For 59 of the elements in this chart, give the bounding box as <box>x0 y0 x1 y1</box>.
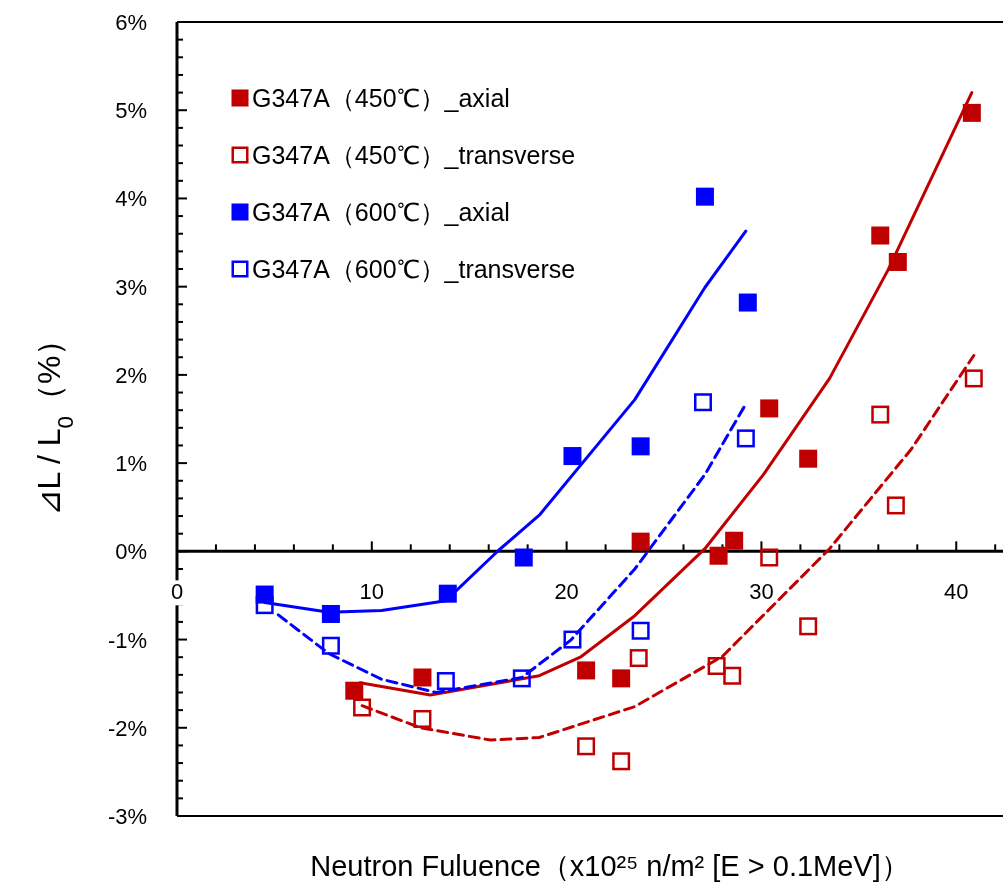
legend-item: G347A（450℃）_axial <box>231 84 510 112</box>
point <box>438 584 457 603</box>
y-tick-label: -3% <box>107 804 147 829</box>
point <box>725 531 744 550</box>
point <box>514 548 533 567</box>
point <box>799 617 818 636</box>
point <box>760 548 779 567</box>
point <box>563 447 582 466</box>
point <box>799 449 818 468</box>
point <box>577 737 596 756</box>
legend-item: G347A（600℃）_axial <box>231 198 510 226</box>
point <box>738 293 757 312</box>
point <box>436 672 455 691</box>
y-tick-label: 4% <box>115 186 147 212</box>
point <box>512 669 531 688</box>
point <box>577 661 596 680</box>
x-tick-label: 40 <box>942 579 971 606</box>
x-tick-label: 0 <box>170 579 184 605</box>
point <box>760 399 779 418</box>
point <box>723 666 742 685</box>
point <box>563 630 582 649</box>
point <box>888 252 907 271</box>
y-tick-label: 1% <box>115 451 147 477</box>
legend-item: G347A（600℃）_transverse <box>231 255 576 283</box>
point <box>631 532 650 551</box>
point <box>709 546 728 565</box>
point <box>629 649 648 668</box>
y-tick-label: 0% <box>115 539 147 565</box>
point <box>345 681 364 700</box>
point <box>871 405 890 424</box>
point <box>695 187 714 206</box>
point <box>631 621 650 640</box>
y-tick-label: -1% <box>107 627 147 653</box>
y-tick-label: 5% <box>115 98 147 124</box>
point <box>321 604 340 623</box>
point <box>612 752 631 771</box>
x-tick-label: 10 <box>357 579 386 606</box>
point <box>964 369 983 388</box>
y-tick-label: -2% <box>107 715 147 741</box>
point <box>413 709 432 728</box>
point <box>413 668 432 687</box>
point <box>886 496 905 515</box>
x-axis-title: Neutron Fuluence（x10²⁵ n/m² [E > 0.1MeV]） <box>310 850 910 882</box>
point <box>353 698 372 717</box>
point <box>736 429 755 448</box>
point <box>321 636 340 655</box>
point <box>255 596 274 615</box>
point <box>631 437 650 456</box>
y-tick-label: 6% <box>115 10 147 35</box>
x-tick-label: 30 <box>747 579 776 606</box>
point <box>693 393 712 412</box>
y-tick-label: 2% <box>115 362 147 388</box>
point <box>612 669 631 688</box>
y-tick-label: 3% <box>115 274 147 300</box>
legend-item: G347A（450℃）_transverse <box>231 141 576 169</box>
point <box>871 226 890 245</box>
x-tick-label: 20 <box>552 579 581 606</box>
point <box>962 103 981 122</box>
point <box>707 657 726 676</box>
